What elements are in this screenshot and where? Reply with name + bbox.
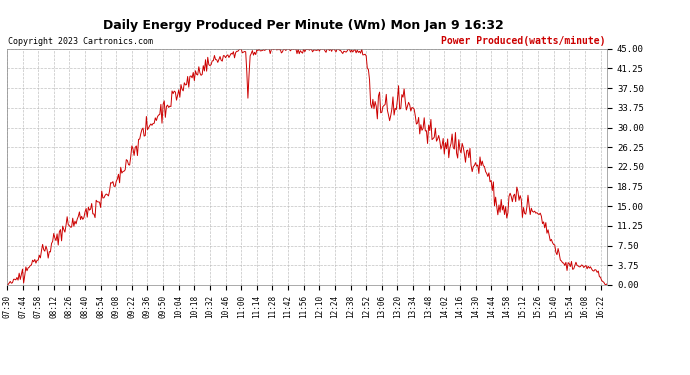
Text: Copyright 2023 Cartronics.com: Copyright 2023 Cartronics.com	[8, 38, 153, 46]
Text: Daily Energy Produced Per Minute (Wm) Mon Jan 9 16:32: Daily Energy Produced Per Minute (Wm) Mo…	[104, 19, 504, 32]
Text: Power Produced(watts/minute): Power Produced(watts/minute)	[442, 36, 606, 46]
